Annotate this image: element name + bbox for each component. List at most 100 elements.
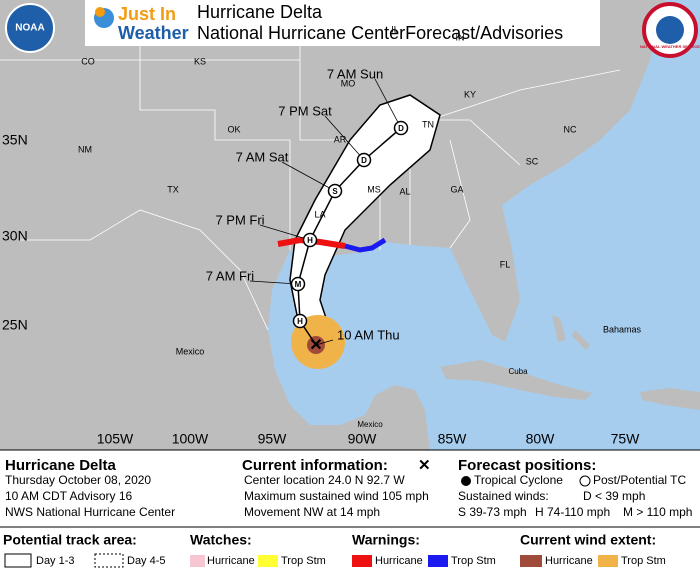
lon-label: 85W	[438, 431, 468, 447]
logo-text: NOAA	[15, 23, 44, 34]
forecast-point	[292, 313, 308, 329]
lat-label: 35N	[2, 132, 28, 148]
legend-label: Trop Stm	[451, 555, 496, 567]
info-line: NWS National Hurricane Center	[5, 505, 175, 519]
bahamas	[572, 330, 590, 350]
lon-label: 90W	[348, 431, 378, 447]
trop-storm-warning	[344, 237, 387, 253]
label-leader	[324, 115, 365, 161]
lon-label: 105W	[97, 431, 134, 447]
point-letter: D	[361, 156, 367, 165]
legend-heading: Potential track area:	[3, 532, 137, 548]
forecast-label: 7 PM Fri	[215, 212, 264, 227]
info-line: Thursday October 08, 2020	[5, 473, 151, 487]
place-label: KY	[464, 89, 476, 99]
forecast-point	[393, 120, 409, 136]
label-leader	[249, 280, 299, 285]
current-marker: ✕	[418, 457, 431, 474]
lon-label: 100W	[172, 431, 209, 447]
forecast-point	[290, 276, 306, 292]
legend-label: Day 1-3	[36, 555, 75, 567]
forecast-label: 7 AM Sun	[327, 66, 383, 81]
warn-trop-swatch	[428, 555, 448, 567]
info-line: Sustained winds:	[458, 489, 549, 503]
legend-heading: Current wind extent:	[520, 532, 656, 548]
legend-label: Hurricane	[207, 555, 255, 567]
map-subtitle: National Hurricane CenterForecast/Adviso…	[197, 23, 563, 43]
place-label: OK	[227, 124, 240, 134]
warn-hurricane-swatch	[352, 555, 372, 567]
forecast-label: 7 AM Sat	[236, 149, 289, 164]
legend-label: Hurricane	[545, 555, 593, 567]
label-leader	[281, 161, 336, 192]
place-label: Cuba	[508, 367, 528, 376]
info-line: 10 AM CDT Advisory 16	[5, 489, 132, 503]
info-line: Tropical Cyclone	[474, 473, 563, 487]
point-letter: D	[398, 124, 404, 133]
place-label: Bahamas	[603, 324, 642, 334]
place-label: NM	[78, 144, 92, 154]
place-label: Mexico	[357, 420, 383, 429]
cuba	[440, 360, 592, 400]
place-label: TN	[422, 119, 434, 129]
noaa-logo	[5, 3, 55, 53]
info-line: S 39-73 mph	[458, 505, 527, 519]
map-title: Hurricane Delta	[197, 2, 323, 22]
place-label: CO	[81, 56, 95, 66]
wind-trop-swatch	[598, 555, 618, 567]
storm-name: Hurricane Delta	[5, 457, 117, 474]
day45-swatch	[94, 553, 124, 568]
lat-label: 25N	[2, 317, 28, 333]
header-box	[85, 0, 600, 46]
point-letter: S	[332, 187, 338, 196]
place-label: SC	[526, 156, 539, 166]
section-heading: Current information:	[242, 457, 388, 474]
forecast-label: 7 PM Sat	[278, 103, 332, 118]
place-label: NC	[564, 124, 577, 134]
place-label: IL	[391, 24, 399, 34]
forecast-point	[356, 152, 372, 168]
legend-label: Hurricane	[375, 555, 423, 567]
forecast-point	[327, 183, 343, 199]
legend-label: Day 4-5	[127, 555, 166, 567]
point-letter: H	[307, 236, 313, 245]
brand-sun	[95, 7, 105, 17]
info-line: H 74-110 mph	[535, 505, 610, 519]
place-label: TX	[167, 184, 179, 194]
current-position: ✕	[309, 337, 322, 354]
lon-label: 80W	[526, 431, 556, 447]
ptc-symbol	[579, 475, 591, 487]
lat-label: 30N	[2, 228, 28, 244]
place-label: Mexico	[176, 346, 205, 356]
watch-hurricane-swatch	[190, 555, 205, 567]
label-leader	[259, 224, 311, 241]
track-cone	[289, 94, 441, 331]
place-label: AR	[334, 134, 347, 144]
info-line: Post/Potential TC	[593, 473, 686, 487]
label-leader	[374, 78, 402, 129]
forecast-label: 7 AM Fri	[206, 268, 255, 283]
info-panel	[0, 451, 700, 572]
lon-label: 95W	[258, 431, 288, 447]
place-label: FL	[500, 259, 511, 269]
place-label: GA	[450, 184, 463, 194]
place-label: MS	[367, 184, 381, 194]
watch-trop-swatch	[258, 555, 278, 567]
place-label: AL	[399, 186, 410, 196]
wind-hurricane-swatch	[520, 555, 542, 567]
tc-symbol	[461, 476, 471, 486]
forecast-point	[302, 232, 318, 248]
hispaniola	[640, 388, 700, 410]
place-label: LA	[314, 209, 325, 219]
info-line: D < 39 mph	[583, 489, 645, 503]
point-letter: H	[297, 317, 303, 326]
info-line: Center location 24.0 N 92.7 W	[244, 473, 405, 487]
section-heading: Forecast positions:	[458, 457, 596, 474]
brand-text: Weather	[118, 23, 189, 43]
info-line: Maximum sustained wind 105 mph	[244, 489, 429, 503]
legend-label: Trop Stm	[621, 555, 666, 567]
legend-heading: Watches:	[190, 532, 252, 548]
logo-text: NATIONAL WEATHER SERVICE	[640, 44, 700, 49]
forecast-label: 10 AM Thu	[337, 327, 400, 342]
